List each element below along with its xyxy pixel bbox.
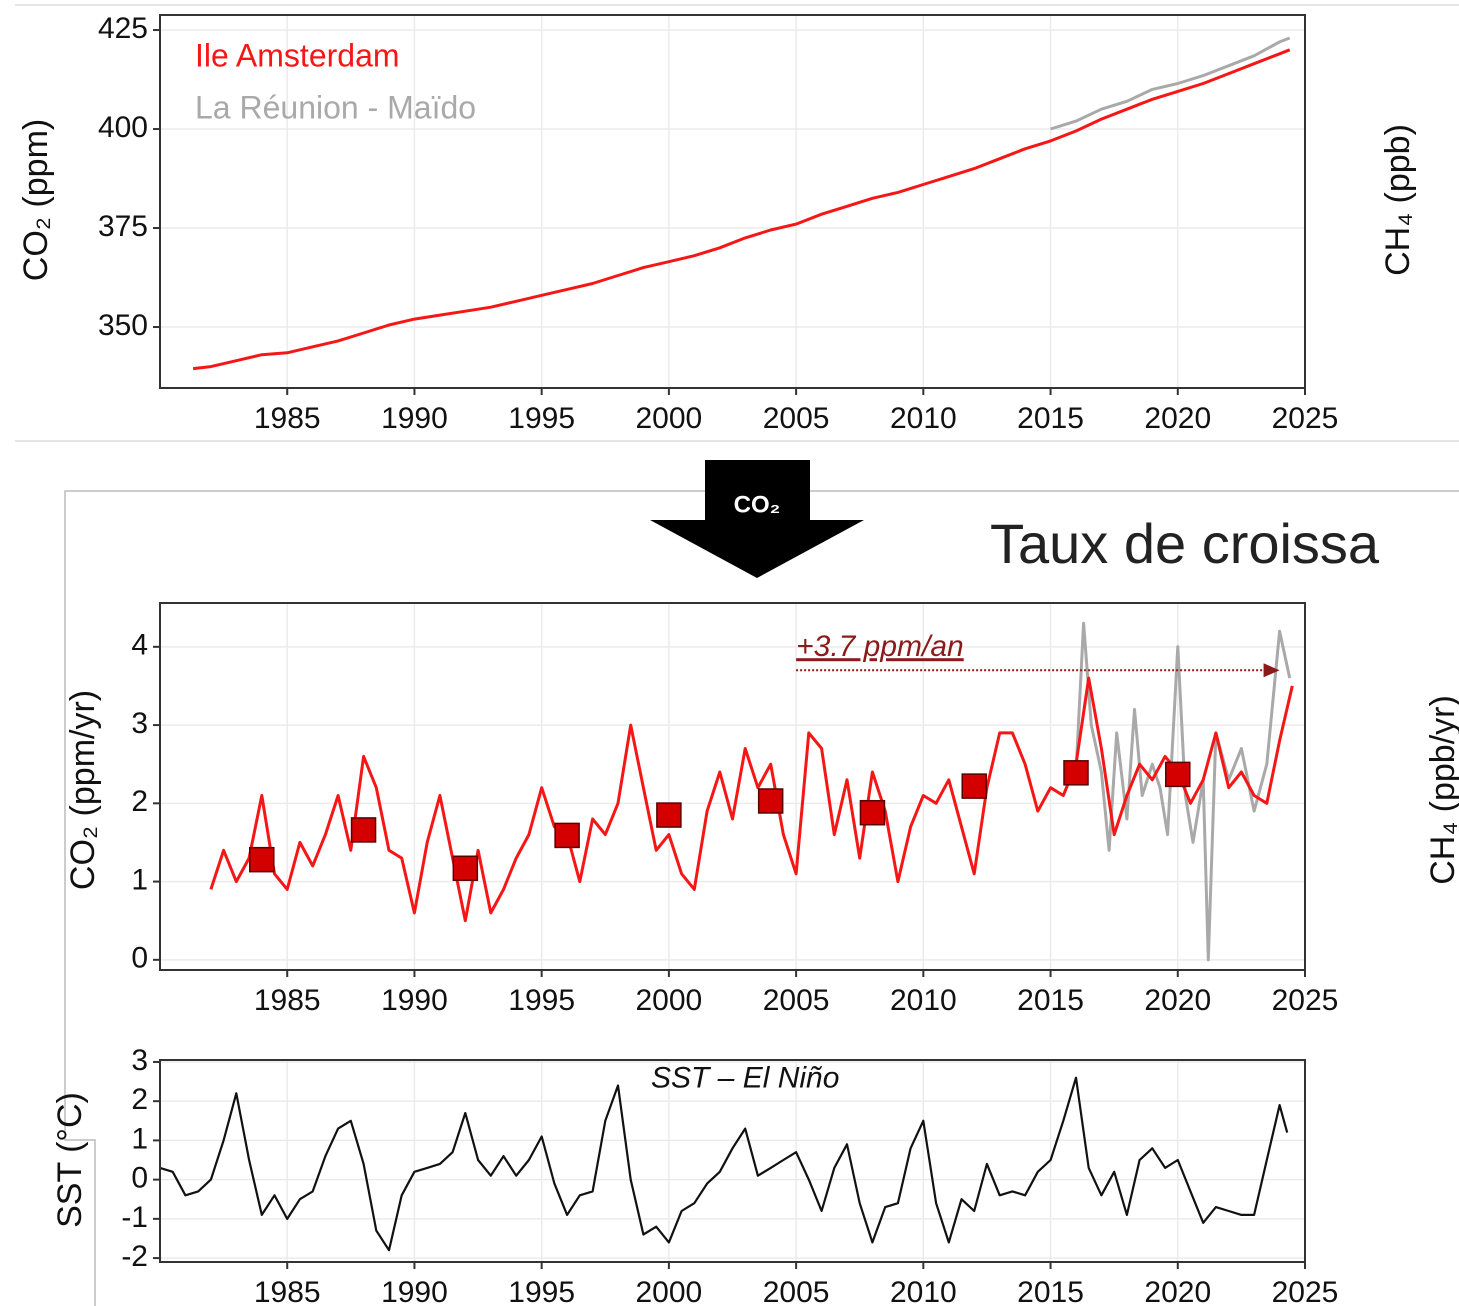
panel-frame <box>64 490 1459 1306</box>
x-tick-label: 2025 <box>1272 402 1339 435</box>
x-tick-label: 2000 <box>636 984 703 1017</box>
x-tick-label: 1995 <box>508 1276 575 1306</box>
y-tick-label: 375 <box>98 210 148 243</box>
legend-entry: La Réunion - Maïdo <box>195 89 476 125</box>
x-tick-label: 2010 <box>890 1276 957 1306</box>
x-tick-label: 1995 <box>508 984 575 1017</box>
x-tick-label: 2010 <box>890 402 957 435</box>
y-tick-label: 1 <box>131 1122 148 1155</box>
y-tick-label: -2 <box>121 1240 148 1273</box>
y-tick-label: -1 <box>121 1201 148 1234</box>
data-line <box>209 676 1294 923</box>
x-tick-label: 1985 <box>254 1276 321 1306</box>
square-marker <box>1165 761 1191 788</box>
legend-entry: Ile Amsterdam <box>195 37 400 73</box>
x-tick-label: 2025 <box>1272 984 1339 1017</box>
x-tick-label: 2005 <box>763 402 830 435</box>
x-tick-label: 1995 <box>508 402 575 435</box>
plot-border <box>159 1059 1306 1263</box>
data-line <box>1050 36 1291 131</box>
square-marker <box>554 822 580 849</box>
section-title: Taux de croissa <box>990 512 1380 575</box>
y-axis-label: CO₂ (ppm) <box>17 119 55 281</box>
x-tick-label: 1990 <box>381 402 448 435</box>
square-marker <box>859 799 886 826</box>
y-tick-label: 3 <box>131 1044 148 1077</box>
y-tick-label: 425 <box>98 12 148 45</box>
x-tick-label: 2020 <box>1144 984 1211 1017</box>
x-tick-label: 2015 <box>1017 984 1084 1017</box>
x-tick-label: 2015 <box>1017 1276 1084 1306</box>
arrow-label: CO₂ <box>734 491 781 518</box>
x-tick-label: 1985 <box>254 402 321 435</box>
plot-background <box>160 1060 1305 1262</box>
y-tick-label: 350 <box>98 309 148 342</box>
arrow-body <box>705 460 810 522</box>
arrow-head <box>650 520 864 578</box>
plot-border <box>159 602 1306 971</box>
square-marker <box>452 855 479 882</box>
x-tick-label: 2025 <box>1272 1276 1339 1306</box>
y-tick-label: 1 <box>131 863 148 896</box>
x-tick-label: 2010 <box>890 984 957 1017</box>
y-tick-label: 0 <box>131 1162 148 1195</box>
plot-background <box>160 603 1305 970</box>
x-tick-label: 1985 <box>254 984 321 1017</box>
y-tick-label: 0 <box>131 942 148 975</box>
side-label: CH₄ (ppb/yr) <box>1424 695 1459 885</box>
x-tick-label: 2020 <box>1144 1276 1211 1306</box>
square-marker <box>757 788 784 814</box>
x-tick-label: 2005 <box>763 1276 830 1306</box>
y-tick-label: 2 <box>131 785 148 818</box>
y-tick-label: 3 <box>131 707 148 740</box>
y-tick-label: 2 <box>131 1083 148 1116</box>
annotation: SST – El Niño <box>651 1062 839 1095</box>
data-line <box>1074 621 1292 962</box>
x-tick-label: 2000 <box>636 402 703 435</box>
x-tick-label: 2005 <box>763 984 830 1017</box>
x-tick-label: 2000 <box>636 1276 703 1306</box>
square-marker <box>656 802 682 828</box>
square-marker <box>961 773 987 799</box>
square-marker <box>1063 760 1089 786</box>
y-axis-label: SST (°C) <box>51 1092 89 1228</box>
x-tick-label: 1990 <box>381 1276 448 1306</box>
x-tick-label: 2015 <box>1017 402 1084 435</box>
annotation: +3.7 ppm/an <box>796 630 964 663</box>
data-line <box>192 48 1291 371</box>
plot-border <box>159 14 1306 389</box>
annotation-arrowhead <box>1263 663 1280 678</box>
data-line <box>159 1076 1289 1252</box>
side-label: CH₄ (ppb) <box>1379 124 1417 276</box>
plot-background <box>160 15 1305 388</box>
x-tick-label: 2020 <box>1144 402 1211 435</box>
y-tick-label: 4 <box>131 629 148 662</box>
x-tick-label: 1990 <box>381 984 448 1017</box>
y-axis-label: CO₂ (ppm/yr) <box>64 690 102 890</box>
y-tick-label: 400 <box>98 111 148 144</box>
square-marker <box>350 817 377 843</box>
square-marker <box>249 846 275 873</box>
